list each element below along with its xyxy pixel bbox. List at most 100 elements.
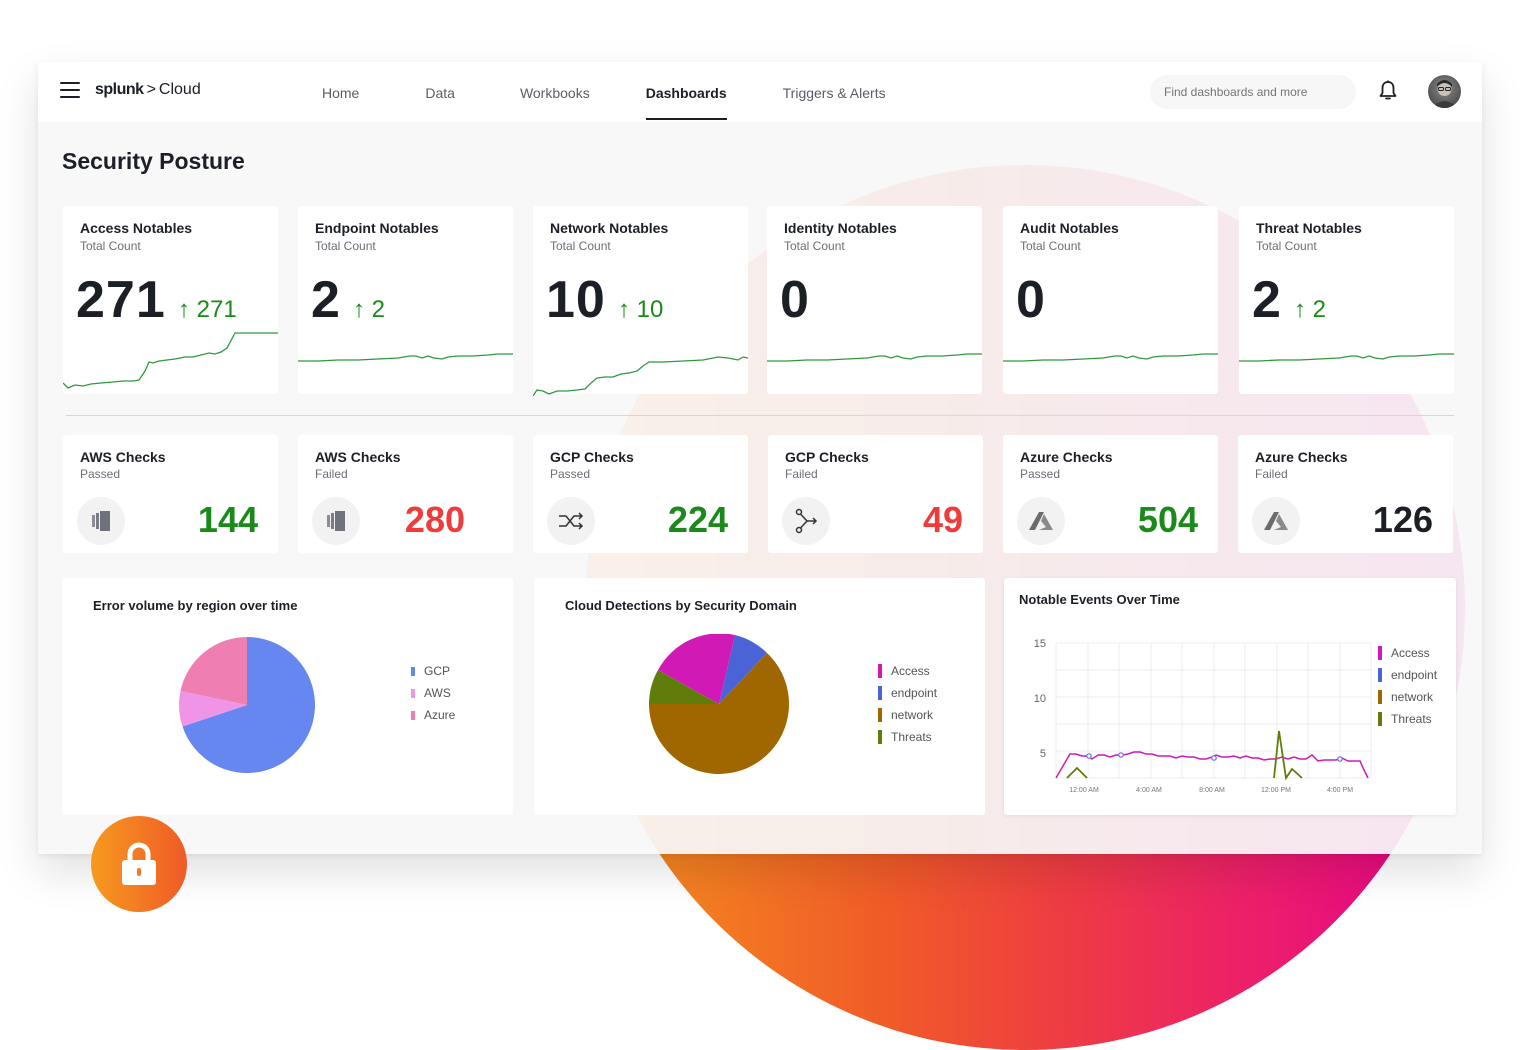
chart-legend: GCP AWS Azure bbox=[411, 660, 455, 726]
top-navigation-bar: splunk > Cloud Home Data Workbooks Dashboa… bbox=[38, 62, 1482, 122]
card-title: Endpoint Notables bbox=[315, 220, 439, 236]
sparkline-chart bbox=[767, 353, 982, 362]
card-subtitle: Failed bbox=[1255, 467, 1288, 481]
nav-tab-workbooks[interactable]: Workbooks bbox=[519, 85, 590, 101]
lock-icon bbox=[122, 842, 156, 885]
legend-item-access[interactable]: Access bbox=[878, 660, 937, 682]
delta-indicator: ↑ 2 bbox=[353, 296, 385, 324]
panel-notable-events-over-time[interactable]: Notable Events Over Time bbox=[1004, 578, 1456, 815]
aws-server-icon bbox=[77, 497, 125, 545]
check-card-azure-failed[interactable]: Azure Checks Failed 126 bbox=[1238, 435, 1453, 553]
panel-title: Notable Events Over Time bbox=[1019, 592, 1180, 607]
card-title: Azure Checks bbox=[1255, 449, 1348, 465]
card-value: 10 bbox=[546, 271, 606, 329]
card-value: 271 bbox=[76, 271, 166, 329]
check-value: 126 bbox=[1372, 499, 1433, 540]
legend-item-endpoint[interactable]: endpoint bbox=[878, 682, 937, 704]
card-title: Network Notables bbox=[550, 220, 669, 236]
legend-item-threats[interactable]: Threats bbox=[878, 726, 937, 748]
app-window: splunk > Cloud Home Data Workbooks Dashboa… bbox=[38, 62, 1482, 854]
notables-card-threat[interactable]: Threat Notables Total Count 2 ↑ 2 bbox=[1239, 206, 1454, 394]
shuffle-icon bbox=[547, 497, 595, 545]
card-title: Identity Notables bbox=[784, 220, 897, 236]
svg-text:8:00 AM: 8:00 AM bbox=[1199, 787, 1225, 794]
azure-icon bbox=[1017, 497, 1065, 545]
check-card-gcp-passed[interactable]: GCP Checks Passed 224 bbox=[533, 435, 748, 553]
lock-badge bbox=[91, 816, 187, 912]
arrow-up-icon: ↑ bbox=[1294, 296, 1306, 323]
svg-text:5: 5 bbox=[1040, 748, 1046, 760]
check-card-gcp-failed[interactable]: GCP Checks Failed 49 bbox=[768, 435, 983, 553]
sparkline-chart bbox=[298, 353, 513, 362]
legend-item-aws[interactable]: AWS bbox=[411, 682, 455, 704]
card-subtitle: Failed bbox=[785, 467, 818, 481]
check-value: 224 bbox=[667, 499, 728, 540]
legend-item-threats[interactable]: Threats bbox=[1378, 708, 1437, 730]
panel-error-volume-by-region[interactable]: Error volume by region over time GCP AWS… bbox=[62, 578, 513, 815]
notables-card-network[interactable]: Network Notables Total Count 10 ↑ 10 bbox=[533, 206, 748, 396]
card-subtitle: Passed bbox=[80, 467, 121, 481]
search-input[interactable] bbox=[1150, 75, 1356, 109]
nav-tab-home[interactable]: Home bbox=[322, 85, 360, 101]
brand-product: Cloud bbox=[158, 81, 201, 98]
merge-icon bbox=[782, 497, 830, 545]
notables-card-audit[interactable]: Audit Notables Total Count 0 bbox=[1003, 206, 1218, 394]
panel-title: Error volume by region over time bbox=[93, 598, 298, 613]
notables-card-access[interactable]: Access Notables Total Count 271 ↑ 271 bbox=[63, 206, 278, 394]
card-title: Audit Notables bbox=[1020, 220, 1119, 236]
svg-text:4:00 AM: 4:00 AM bbox=[1136, 787, 1162, 794]
bell-icon[interactable] bbox=[1378, 80, 1398, 102]
check-card-azure-passed[interactable]: Azure Checks Passed 504 bbox=[1003, 435, 1218, 553]
card-subtitle: Passed bbox=[1020, 467, 1061, 481]
arrow-up-icon: ↑ bbox=[618, 296, 630, 323]
card-value: 0 bbox=[1016, 271, 1046, 329]
delta-indicator: ↑ 271 bbox=[178, 296, 237, 324]
nav-tab-data[interactable]: Data bbox=[425, 85, 455, 101]
card-title: Threat Notables bbox=[1256, 220, 1362, 236]
delta-value: 271 bbox=[196, 296, 237, 323]
brand-logo[interactable]: splunk > Cloud bbox=[95, 81, 201, 99]
delta-indicator: ↑ 2 bbox=[1294, 296, 1326, 324]
hamburger-menu-icon[interactable] bbox=[60, 82, 80, 100]
card-subtitle: Total Count bbox=[315, 239, 376, 253]
chart-legend: Access endpoint network Threats bbox=[1378, 642, 1437, 730]
brand-name: splunk bbox=[95, 81, 144, 98]
aws-server-icon bbox=[312, 497, 360, 545]
legend-item-gcp[interactable]: GCP bbox=[411, 660, 455, 682]
azure-icon bbox=[1252, 497, 1300, 545]
card-title: AWS Checks bbox=[315, 449, 401, 465]
check-card-aws-passed[interactable]: AWS Checks Passed 144 bbox=[63, 435, 278, 553]
card-value: 2 bbox=[311, 271, 341, 329]
pie-chart-security-domain bbox=[649, 634, 789, 774]
sparkline-chart bbox=[1003, 353, 1218, 362]
check-value: 144 bbox=[197, 499, 258, 540]
card-subtitle: Total Count bbox=[550, 239, 611, 253]
legend-item-access[interactable]: Access bbox=[1378, 642, 1437, 664]
card-subtitle: Total Count bbox=[80, 239, 141, 253]
svg-text:12:00 AM: 12:00 AM bbox=[1069, 787, 1099, 794]
user-avatar[interactable] bbox=[1428, 75, 1461, 108]
nav-tab-triggers-alerts[interactable]: Triggers & Alerts bbox=[782, 85, 886, 101]
panel-cloud-detections[interactable]: Cloud Detections by Security Domain Acce… bbox=[534, 578, 985, 815]
svg-text:4:00 PM: 4:00 PM bbox=[1327, 787, 1353, 794]
delta-value: 2 bbox=[371, 296, 386, 323]
card-value: 0 bbox=[780, 271, 810, 329]
card-subtitle: Total Count bbox=[784, 239, 845, 253]
arrow-up-icon: ↑ bbox=[353, 296, 365, 323]
check-card-aws-failed[interactable]: AWS Checks Failed 280 bbox=[298, 435, 513, 553]
svg-text:10: 10 bbox=[1034, 693, 1046, 705]
sparkline-chart bbox=[533, 356, 748, 396]
svg-text:12:00 PM: 12:00 PM bbox=[1261, 787, 1291, 794]
svg-text:15: 15 bbox=[1034, 638, 1046, 650]
notables-card-identity[interactable]: Identity Notables Total Count 0 bbox=[767, 206, 982, 394]
legend-item-azure[interactable]: Azure bbox=[411, 704, 455, 726]
card-value: 2 bbox=[1252, 271, 1282, 329]
legend-item-network[interactable]: network bbox=[1378, 686, 1437, 708]
card-title: Access Notables bbox=[80, 220, 193, 236]
pie-chart-region bbox=[179, 637, 316, 773]
legend-item-network[interactable]: network bbox=[878, 704, 937, 726]
notables-card-endpoint[interactable]: Endpoint Notables Total Count 2 ↑ 2 bbox=[298, 206, 513, 394]
legend-item-endpoint[interactable]: endpoint bbox=[1378, 664, 1437, 686]
nav-tab-dashboards[interactable]: Dashboards bbox=[645, 62, 727, 122]
